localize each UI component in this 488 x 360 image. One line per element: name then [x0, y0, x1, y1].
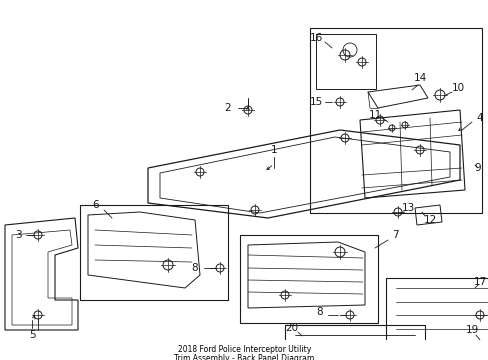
Text: 9: 9 [474, 163, 480, 173]
Text: 10: 10 [450, 83, 464, 93]
Text: 13: 13 [401, 203, 414, 213]
Bar [80, 205, 227, 300]
Bar [385, 278, 488, 360]
Text: 19: 19 [465, 325, 478, 335]
Text: 15: 15 [309, 97, 322, 107]
Text: 20: 20 [285, 323, 298, 333]
Text: 3: 3 [15, 230, 21, 240]
Text: Trim Assembly - Back Panel Diagram: Trim Assembly - Back Panel Diagram [174, 354, 314, 360]
Text: 2: 2 [224, 103, 231, 113]
Text: 1: 1 [270, 145, 277, 155]
Text: 7: 7 [391, 230, 398, 240]
Text: 16: 16 [309, 33, 322, 43]
Text: 17: 17 [472, 277, 486, 287]
Bar [315, 34, 375, 89]
Bar [309, 28, 481, 213]
Text: 11: 11 [367, 110, 381, 120]
Bar [285, 325, 424, 360]
Text: 12: 12 [423, 215, 436, 225]
Text: 14: 14 [412, 73, 426, 83]
Text: 8: 8 [191, 263, 198, 273]
Text: 2018 Ford Police Interceptor Utility: 2018 Ford Police Interceptor Utility [178, 345, 310, 354]
Text: 5: 5 [29, 330, 35, 340]
Text: 6: 6 [93, 200, 99, 210]
Bar [240, 235, 377, 323]
Text: 8: 8 [316, 307, 323, 317]
Text: 4: 4 [476, 113, 482, 123]
